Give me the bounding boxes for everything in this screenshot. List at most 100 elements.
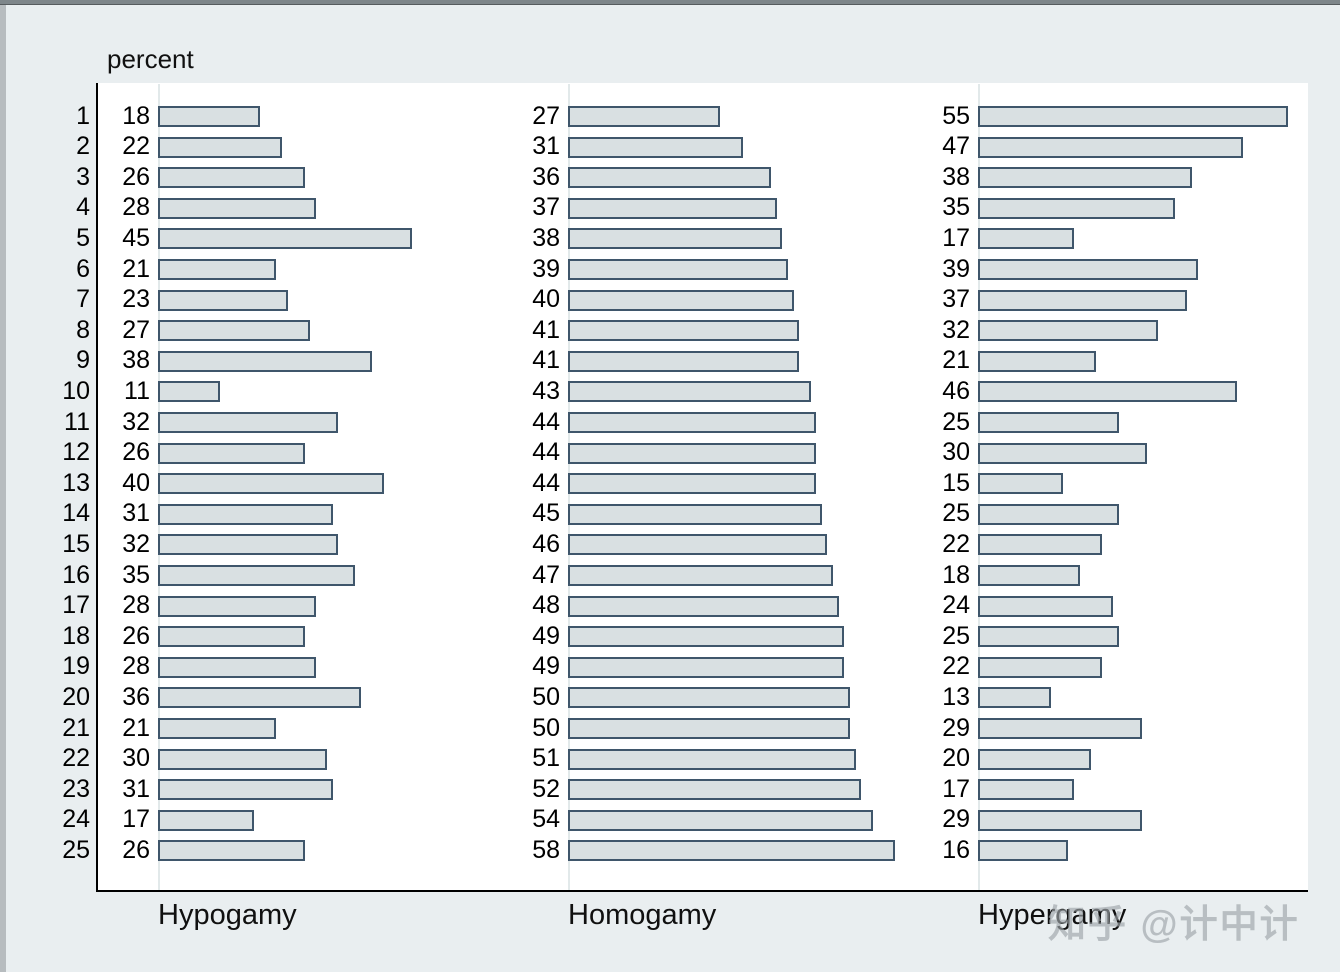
bar [158, 381, 221, 403]
bar [158, 106, 260, 127]
bar [158, 718, 277, 739]
value-label: 16 [942, 835, 970, 864]
panel-label: Homogamy [568, 899, 717, 931]
bar [158, 534, 339, 556]
value-label: 36 [122, 682, 150, 711]
bar [568, 565, 834, 586]
value-label: 31 [122, 499, 150, 528]
bar [568, 320, 800, 342]
value-label: 21 [942, 346, 970, 375]
bar [158, 320, 311, 342]
bar [568, 656, 845, 678]
value-label: 50 [532, 713, 560, 742]
bar [158, 136, 283, 158]
row-number-label: 24 [62, 805, 90, 834]
value-label: 21 [122, 713, 150, 742]
row-number-label: 12 [62, 438, 90, 467]
bar [568, 687, 850, 709]
value-label: 41 [532, 315, 560, 344]
bar [158, 197, 316, 219]
value-label: 45 [532, 499, 560, 528]
value-label: 28 [122, 193, 150, 222]
bar [568, 106, 721, 127]
panel-label: Hypergamy [978, 899, 1127, 931]
value-label: 22 [942, 529, 970, 558]
bar [978, 534, 1103, 556]
value-label: 48 [532, 591, 560, 620]
bar [568, 809, 873, 831]
value-label: 25 [942, 499, 970, 528]
bar [158, 503, 333, 525]
bar [158, 442, 305, 464]
bar [568, 289, 794, 311]
bar [568, 381, 811, 403]
row-number-label: 1 [76, 101, 90, 130]
bar [978, 779, 1074, 801]
value-label: 49 [532, 621, 560, 650]
row-number-label: 3 [76, 162, 90, 191]
row-number-label: 6 [76, 254, 90, 283]
bar [158, 779, 333, 801]
watermark: 知乎 @计中计 [1048, 904, 1300, 946]
value-label: 40 [122, 468, 150, 497]
bar [568, 748, 856, 770]
value-label: 26 [122, 621, 150, 650]
value-label: 22 [942, 652, 970, 681]
bar [978, 656, 1103, 678]
value-label: 38 [532, 223, 560, 252]
value-label: 18 [122, 101, 150, 130]
value-label: 22 [122, 132, 150, 161]
bar [158, 473, 384, 495]
value-label: 40 [532, 285, 560, 314]
bar [158, 167, 305, 189]
value-label: 32 [122, 407, 150, 436]
value-label: 44 [532, 438, 560, 467]
value-label: 32 [942, 315, 970, 344]
value-label: 20 [942, 744, 970, 773]
value-label: 25 [942, 621, 970, 650]
value-label: 26 [122, 438, 150, 467]
window-top-edge [0, 0, 1340, 5]
bar [978, 289, 1187, 311]
value-label: 51 [532, 744, 560, 773]
value-label: 39 [942, 254, 970, 283]
value-label: 27 [122, 315, 150, 344]
value-label: 49 [532, 652, 560, 681]
value-label: 47 [532, 560, 560, 589]
value-label: 41 [532, 346, 560, 375]
row-number-label: 25 [62, 835, 90, 864]
value-label: 11 [124, 376, 150, 405]
bar [568, 503, 822, 525]
value-label: 37 [942, 285, 970, 314]
bar [568, 534, 828, 556]
bar [158, 228, 412, 250]
bar [978, 259, 1198, 280]
row-number-label: 22 [62, 744, 90, 773]
row-number-label: 9 [76, 346, 90, 375]
value-label: 38 [122, 346, 150, 375]
value-label: 27 [532, 101, 560, 130]
row-number-label: 17 [62, 591, 90, 620]
value-label: 43 [532, 376, 560, 405]
bar [158, 412, 339, 433]
panel-label: Hypogamy [158, 899, 297, 931]
bar [978, 718, 1142, 739]
value-label: 24 [942, 591, 970, 620]
row-number-label: 19 [62, 652, 90, 681]
bar [978, 503, 1119, 525]
bar [978, 595, 1114, 617]
value-label: 30 [122, 744, 150, 773]
bar [978, 136, 1244, 158]
value-label: 37 [532, 193, 560, 222]
bar [568, 626, 845, 648]
bar [978, 565, 1080, 586]
value-label: 28 [122, 591, 150, 620]
row-number-label: 5 [76, 223, 90, 252]
bar [568, 412, 817, 433]
bar [568, 197, 777, 219]
value-label: 35 [122, 560, 150, 589]
row-number-label: 8 [76, 315, 90, 344]
bar [568, 228, 783, 250]
row-number-label: 20 [62, 682, 90, 711]
